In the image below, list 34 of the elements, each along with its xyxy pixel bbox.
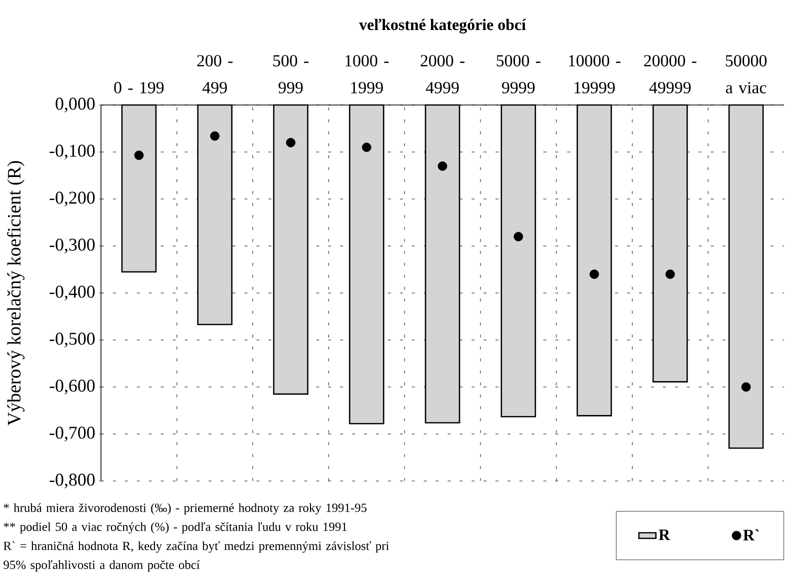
y-axis-title: Výberový korelačný koeficient (R) <box>7 161 24 426</box>
point <box>665 270 675 279</box>
point <box>286 138 296 148</box>
y-tick-label: -0,400 <box>50 286 95 300</box>
y-tick-label: -0,500 <box>50 332 95 348</box>
x-tick-label: 200 - 499 <box>197 55 233 94</box>
y-tick-label: -0,200 <box>50 192 95 206</box>
point <box>210 131 220 141</box>
point <box>362 142 372 152</box>
legend-label: R <box>658 530 670 540</box>
text: R` = hraničná hodnota R, kedy začína byť medzi premennými závislosť pri 95% spoľahlivosti a danom počte obcí <box>4 541 389 572</box>
y-tick-label: -0,800 <box>50 474 95 488</box>
point <box>590 270 599 279</box>
x-tick-label: 10000 - 19999 <box>568 55 620 94</box>
x-axis-title: veľkostné kategórie obcí <box>359 18 526 34</box>
x-tick-label: 2000 - 4999 <box>420 55 464 94</box>
x-tick-label: 5000 - 9999 <box>496 55 540 94</box>
x-tick-label: 0 - 199 <box>114 82 164 94</box>
legend-label: R` <box>743 529 759 540</box>
y-tick-label: -0,300 <box>50 238 95 254</box>
x-tick-label: 1000 - 1999 <box>346 55 389 94</box>
y-tick-label: -0,700 <box>50 426 95 442</box>
x-tick-label: 50000 a viac <box>726 55 767 94</box>
text: * hrubá miera živorodenosti (‰) - priemerné hodnoty za roky 1991-95 <box>4 503 367 515</box>
y-tick-label: -0,100 <box>50 144 95 160</box>
point <box>438 161 448 171</box>
y-tick-label: -0,600 <box>50 380 95 394</box>
x-tick-label: 20000 - 49999 <box>644 55 696 94</box>
point <box>514 232 524 242</box>
y-tick-label: 0,000 <box>56 98 95 112</box>
text: ** podiel 50 a viac ročných (%) - podľa sčítania ľudu v roku 1991 <box>4 522 347 534</box>
x-tick-label: 500 - 999 <box>273 55 308 94</box>
point <box>741 382 751 392</box>
point <box>134 150 144 160</box>
